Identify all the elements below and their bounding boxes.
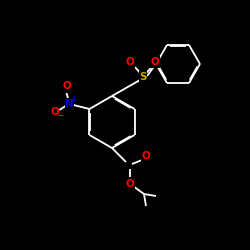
Text: S: S	[139, 72, 147, 82]
Text: O: O	[126, 179, 134, 189]
Text: O: O	[142, 151, 150, 161]
Text: +: +	[70, 96, 76, 104]
Text: O: O	[50, 107, 59, 117]
Text: O: O	[62, 81, 71, 91]
Text: −: −	[56, 112, 63, 120]
Text: N: N	[65, 99, 74, 109]
Text: O: O	[126, 57, 134, 67]
Text: O: O	[150, 57, 160, 67]
